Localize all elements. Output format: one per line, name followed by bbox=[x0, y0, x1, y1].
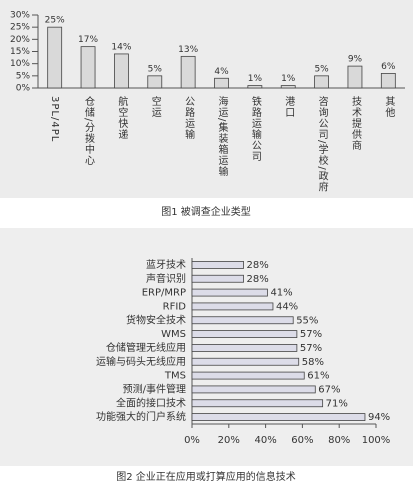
value-label: 44% bbox=[276, 301, 298, 312]
x-tick-label: 海运/集装箱运输 bbox=[216, 95, 228, 178]
value-label: 58% bbox=[302, 357, 324, 368]
y-tick-label: 功能强大的门户系统 bbox=[96, 410, 186, 423]
value-label: 28% bbox=[247, 274, 269, 285]
y-tick-label: 20% bbox=[10, 35, 30, 45]
bar bbox=[191, 316, 294, 325]
bar bbox=[191, 399, 324, 408]
bar bbox=[180, 55, 196, 89]
bar bbox=[191, 274, 244, 283]
x-tick-label: 80% bbox=[328, 435, 350, 446]
y-tick-label: 声音识别 bbox=[146, 272, 186, 285]
x-tick-label: 100% bbox=[362, 435, 391, 446]
y-tick-label: 运输与码头无线应用 bbox=[96, 355, 186, 368]
x-tick-label: 港口 bbox=[283, 96, 295, 118]
bar bbox=[191, 261, 244, 269]
value-label: 57% bbox=[300, 329, 322, 340]
x-tick-label: 航空快递 bbox=[116, 95, 128, 140]
value-label: 5% bbox=[148, 64, 163, 74]
value-label: 13% bbox=[178, 45, 198, 55]
x-tick-label: 40% bbox=[254, 435, 276, 446]
bar bbox=[314, 75, 329, 89]
value-label: 9% bbox=[348, 55, 363, 65]
x-tick-label: 空运 bbox=[149, 95, 161, 118]
x-tick-label: 60% bbox=[291, 435, 313, 446]
y-tick-label: TMS bbox=[164, 371, 186, 382]
y-tick-label: 30% bbox=[10, 11, 30, 21]
bar bbox=[191, 371, 305, 380]
y-tick-label: 蓝牙技术 bbox=[146, 258, 186, 271]
x-tick-label: 3PL/4PL bbox=[49, 96, 60, 142]
y-tick-label: 全面的接口技术 bbox=[116, 396, 186, 409]
x-tick-label: 公路运输 bbox=[183, 96, 195, 140]
y-tick-label: 25% bbox=[10, 23, 30, 33]
value-label: 67% bbox=[318, 384, 340, 395]
x-tick-label: 技术提供商 bbox=[349, 95, 361, 151]
x-tick-label: 0% bbox=[184, 435, 200, 446]
bar bbox=[191, 302, 274, 311]
x-tick-label: 铁路运输公司 bbox=[249, 95, 261, 162]
bar bbox=[191, 385, 316, 394]
y-tick-label: 10% bbox=[10, 59, 30, 69]
value-label: 25% bbox=[45, 16, 65, 26]
value-label: 57% bbox=[300, 343, 322, 354]
y-tick-label: ERP/MRP bbox=[142, 288, 186, 299]
x-tick-label: 其他 bbox=[383, 96, 395, 118]
y-tick-label: 5% bbox=[16, 71, 31, 81]
value-label: 1% bbox=[248, 74, 263, 84]
value-label: 71% bbox=[326, 398, 348, 409]
panel-1 bbox=[0, 0, 413, 198]
x-tick-label: 咨询公司/学校/政府 bbox=[316, 95, 328, 193]
y-tick-label: 货物安全技术 bbox=[126, 313, 186, 326]
value-label: 5% bbox=[314, 64, 329, 74]
bar bbox=[347, 65, 363, 89]
x-tick-label: 20% bbox=[218, 435, 240, 446]
bar bbox=[147, 75, 163, 89]
value-label: 55% bbox=[296, 315, 318, 326]
bar bbox=[114, 53, 129, 89]
y-tick-label: 15% bbox=[10, 47, 30, 57]
bar bbox=[80, 46, 96, 89]
bar bbox=[191, 344, 298, 352]
y-tick-label: 仓储管理无线应用 bbox=[106, 341, 186, 354]
value-label: 6% bbox=[381, 62, 396, 72]
bar bbox=[191, 330, 298, 338]
bar bbox=[214, 77, 229, 89]
y-tick-label: 预测/事件管理 bbox=[123, 382, 186, 395]
bar bbox=[247, 85, 263, 89]
bar bbox=[191, 413, 366, 421]
x-tick-label: 仓储/分拨中心 bbox=[83, 95, 95, 167]
value-label: 28% bbox=[247, 260, 269, 271]
bar bbox=[380, 73, 396, 89]
value-label: 1% bbox=[281, 74, 296, 84]
caption: 图1 被调查企业类型 bbox=[161, 205, 251, 218]
y-tick-label: WMS bbox=[161, 329, 186, 340]
value-label: 17% bbox=[78, 35, 98, 45]
value-label: 94% bbox=[368, 412, 390, 423]
bar bbox=[191, 357, 300, 366]
value-label: 4% bbox=[214, 67, 229, 77]
caption: 图2 企业正在应用或打算应用的信息技术 bbox=[116, 470, 296, 483]
value-label: 61% bbox=[307, 371, 329, 382]
y-tick-label: 0% bbox=[16, 84, 31, 94]
bar bbox=[280, 85, 296, 89]
bar bbox=[191, 288, 268, 297]
bar bbox=[47, 26, 63, 89]
y-tick-label: RFID bbox=[163, 301, 187, 312]
value-label: 14% bbox=[111, 42, 131, 52]
value-label: 41% bbox=[270, 288, 292, 299]
